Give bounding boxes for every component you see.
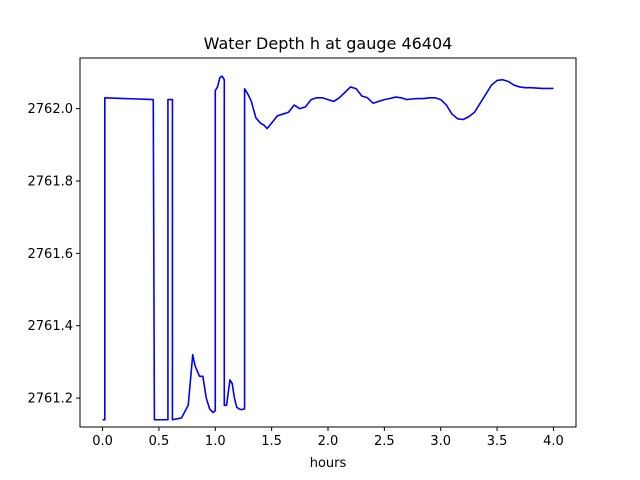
x-tick-label: 2.5 xyxy=(374,434,395,449)
x-tick-label: 3.5 xyxy=(487,434,508,449)
x-tick-label: 4.0 xyxy=(543,434,564,449)
y-tick-label: 2761.2 xyxy=(28,392,74,407)
x-axis-label: hours xyxy=(310,456,347,471)
y-tick-label: 2761.6 xyxy=(28,247,74,262)
x-tick-label: 1.0 xyxy=(205,434,226,449)
y-tick-label: 2761.8 xyxy=(28,175,74,190)
x-tick-label: 0.0 xyxy=(92,434,113,449)
y-tick-label: 2762.0 xyxy=(28,102,74,117)
x-tick-label: 2.0 xyxy=(318,434,339,449)
series-line-0 xyxy=(102,75,554,421)
x-tick-label: 1.5 xyxy=(261,434,282,449)
y-tick-label: 2761.4 xyxy=(28,319,74,334)
x-tick-label: 0.5 xyxy=(149,434,170,449)
x-tick-label: 3.0 xyxy=(430,434,451,449)
x-axis: 0.0 0.5 1.0 1.5 2.0 2.5 3.0 3.5 4.0 xyxy=(92,427,564,449)
plot-area xyxy=(102,75,554,421)
chart-title: Water Depth h at gauge 46404 xyxy=(204,34,453,53)
y-axis: 2761.2 2761.4 2761.6 2761.8 2762.0 xyxy=(28,102,80,407)
